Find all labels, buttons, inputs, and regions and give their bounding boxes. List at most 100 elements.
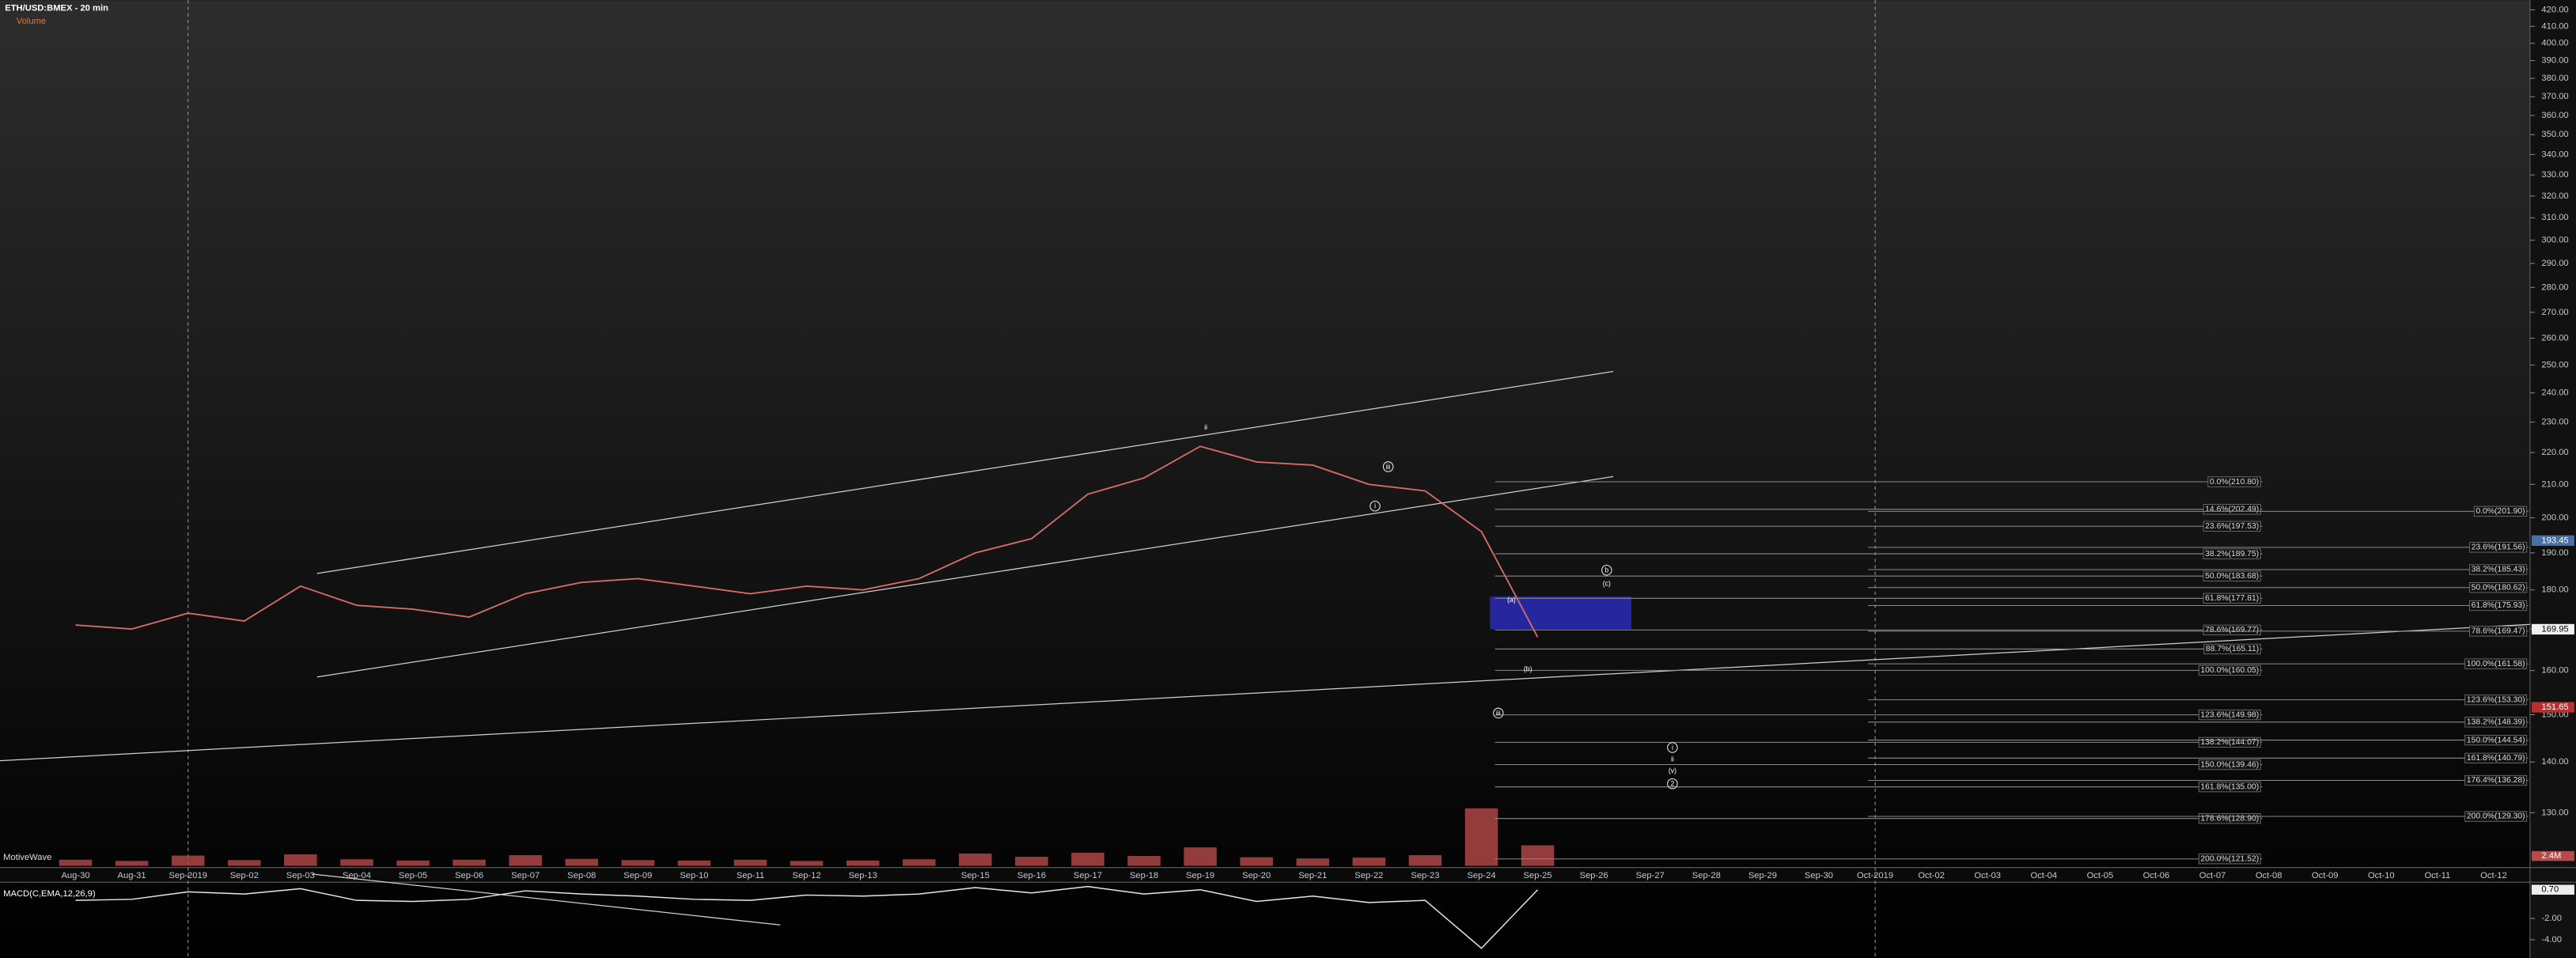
volume-bar bbox=[1464, 808, 1498, 866]
fib-label: 23.6%(197.53) bbox=[2205, 522, 2259, 531]
date-axis-band bbox=[0, 867, 2530, 883]
price-axis-band bbox=[2529, 0, 2576, 958]
wave-circle bbox=[1382, 461, 1394, 472]
x-tick-label: Sep-16 bbox=[1017, 871, 1046, 880]
volume-bar bbox=[1521, 845, 1555, 866]
x-tick-label: Sep-08 bbox=[567, 871, 596, 880]
fib-label-box bbox=[2464, 717, 2528, 728]
x-tick-label: Sep-23 bbox=[1411, 871, 1439, 880]
volume-bar bbox=[115, 861, 149, 866]
wave-label: i bbox=[1672, 744, 1673, 752]
x-tick-label: Oct-12 bbox=[2480, 871, 2507, 880]
fib-label: 138.2%(148.39) bbox=[2467, 718, 2525, 727]
fib-label-box bbox=[2469, 564, 2528, 575]
fib-label-box bbox=[2464, 695, 2528, 706]
y-tick-label: 420.00 bbox=[2541, 5, 2568, 14]
y-tick-label: 410.00 bbox=[2541, 21, 2568, 31]
wave-circle bbox=[1667, 742, 1678, 753]
x-tick-label: Oct-09 bbox=[2312, 871, 2339, 880]
fib-label-box bbox=[2203, 504, 2261, 515]
fib-label: 0.0%(210.80) bbox=[2210, 478, 2259, 487]
x-tick-label: Oct-08 bbox=[2256, 871, 2282, 880]
y-tick-label: 350.00 bbox=[2541, 130, 2568, 139]
x-tick-label: Sep-2019 bbox=[169, 871, 207, 880]
volume-bar bbox=[509, 855, 542, 866]
y-tick-label: 280.00 bbox=[2541, 282, 2568, 292]
wave-label: (v) bbox=[1669, 767, 1676, 774]
macd-tag bbox=[2531, 884, 2574, 895]
y-tick-label: 370.00 bbox=[2541, 92, 2568, 101]
volume-label: Volume bbox=[17, 17, 46, 26]
price-tag-label: 151.65 bbox=[2541, 702, 2568, 712]
y-tick-label: 340.00 bbox=[2541, 150, 2568, 159]
y-tick-label: 210.00 bbox=[2541, 479, 2568, 489]
volume-bar bbox=[171, 855, 205, 866]
fib-label: 178.6%(128.90) bbox=[2200, 814, 2259, 823]
fib-label-box bbox=[2203, 548, 2261, 559]
volume-bar bbox=[902, 859, 936, 866]
y-tick-label: 190.00 bbox=[2541, 548, 2568, 558]
y-tick-label: 320.00 bbox=[2541, 191, 2568, 201]
y-tick-label: 140.00 bbox=[2541, 757, 2568, 767]
y-tick-label: 230.00 bbox=[2541, 418, 2568, 427]
macd-tag-label: 0.70 bbox=[2541, 885, 2559, 895]
volume-bar bbox=[340, 859, 373, 866]
x-tick-label: Sep-30 bbox=[1805, 871, 1833, 880]
y-tick-label: 160.00 bbox=[2541, 666, 2568, 676]
chart-title: ETH/USD:BMEX - 20 min bbox=[5, 4, 108, 13]
volume-bar bbox=[959, 853, 992, 866]
x-tick-label: Sep-06 bbox=[455, 871, 483, 880]
volume-bar bbox=[846, 860, 880, 866]
fib-label: 61.8%(175.93) bbox=[2472, 601, 2525, 610]
fib-label-box bbox=[2203, 643, 2261, 655]
x-tick-label: Sep-02 bbox=[230, 871, 259, 880]
wave-circle bbox=[1601, 564, 1612, 576]
channel-line bbox=[316, 370, 1614, 574]
price-tag-label: 193.45 bbox=[2541, 536, 2568, 545]
fib-label: 150.0%(139.46) bbox=[2200, 760, 2259, 769]
x-tick-label: Sep-28 bbox=[1692, 871, 1721, 880]
y-tick-label: 130.00 bbox=[2541, 808, 2568, 817]
volume-bar bbox=[1352, 858, 1386, 866]
x-tick-label: Aug-31 bbox=[118, 871, 146, 880]
wave-label: 2 bbox=[1670, 780, 1674, 788]
volume-tag-label: 2.4M bbox=[2541, 851, 2561, 861]
fib-label: 138.2%(144.07) bbox=[2200, 738, 2259, 747]
wave-label: ii bbox=[1671, 755, 1674, 763]
fib-label: 123.6%(149.98) bbox=[2200, 710, 2259, 719]
fib-label: 100.0%(160.05) bbox=[2200, 666, 2259, 675]
fib-label-box bbox=[2207, 476, 2261, 487]
fib-label-box bbox=[2198, 782, 2261, 793]
volume-bar bbox=[1240, 857, 1273, 866]
fib-label: 176.4%(136.28) bbox=[2467, 776, 2525, 785]
fib-label: 161.8%(135.00) bbox=[2200, 782, 2259, 791]
x-tick-label: Oct-10 bbox=[2368, 871, 2395, 880]
x-tick-label: Sep-05 bbox=[399, 871, 427, 880]
volume-bar bbox=[1184, 847, 1217, 866]
macd-tick-label: -2.00 bbox=[2541, 914, 2562, 923]
wave-label: i bbox=[1374, 502, 1376, 510]
volume-bar bbox=[1015, 857, 1048, 866]
wave-circle bbox=[1493, 707, 1504, 719]
volume-tag bbox=[2531, 850, 2574, 861]
x-tick-label: Sep-03 bbox=[286, 871, 315, 880]
fib-label-box bbox=[2203, 624, 2261, 635]
x-tick-label: Sep-10 bbox=[680, 871, 708, 880]
volume-bar bbox=[733, 859, 767, 866]
fib-label-box bbox=[2203, 570, 2261, 581]
x-tick-label: Sep-12 bbox=[792, 871, 820, 880]
x-tick-label: Sep-11 bbox=[737, 871, 764, 880]
wave-circle bbox=[1667, 778, 1678, 789]
fib-label: 38.2%(185.43) bbox=[2472, 566, 2525, 574]
volume-bar bbox=[1408, 855, 1442, 866]
volume-bar bbox=[565, 858, 599, 866]
fib-label: 50.0%(180.62) bbox=[2472, 583, 2525, 592]
macd-tick-label: -4.00 bbox=[2541, 935, 2562, 945]
x-tick-label: Sep-07 bbox=[511, 871, 540, 880]
x-tick-label: Sep-26 bbox=[1580, 871, 1608, 880]
volume-bar bbox=[621, 860, 655, 866]
x-tick-label: Oct-07 bbox=[2199, 871, 2226, 880]
trend-line bbox=[0, 623, 2530, 762]
y-tick-label: 240.00 bbox=[2541, 388, 2568, 398]
